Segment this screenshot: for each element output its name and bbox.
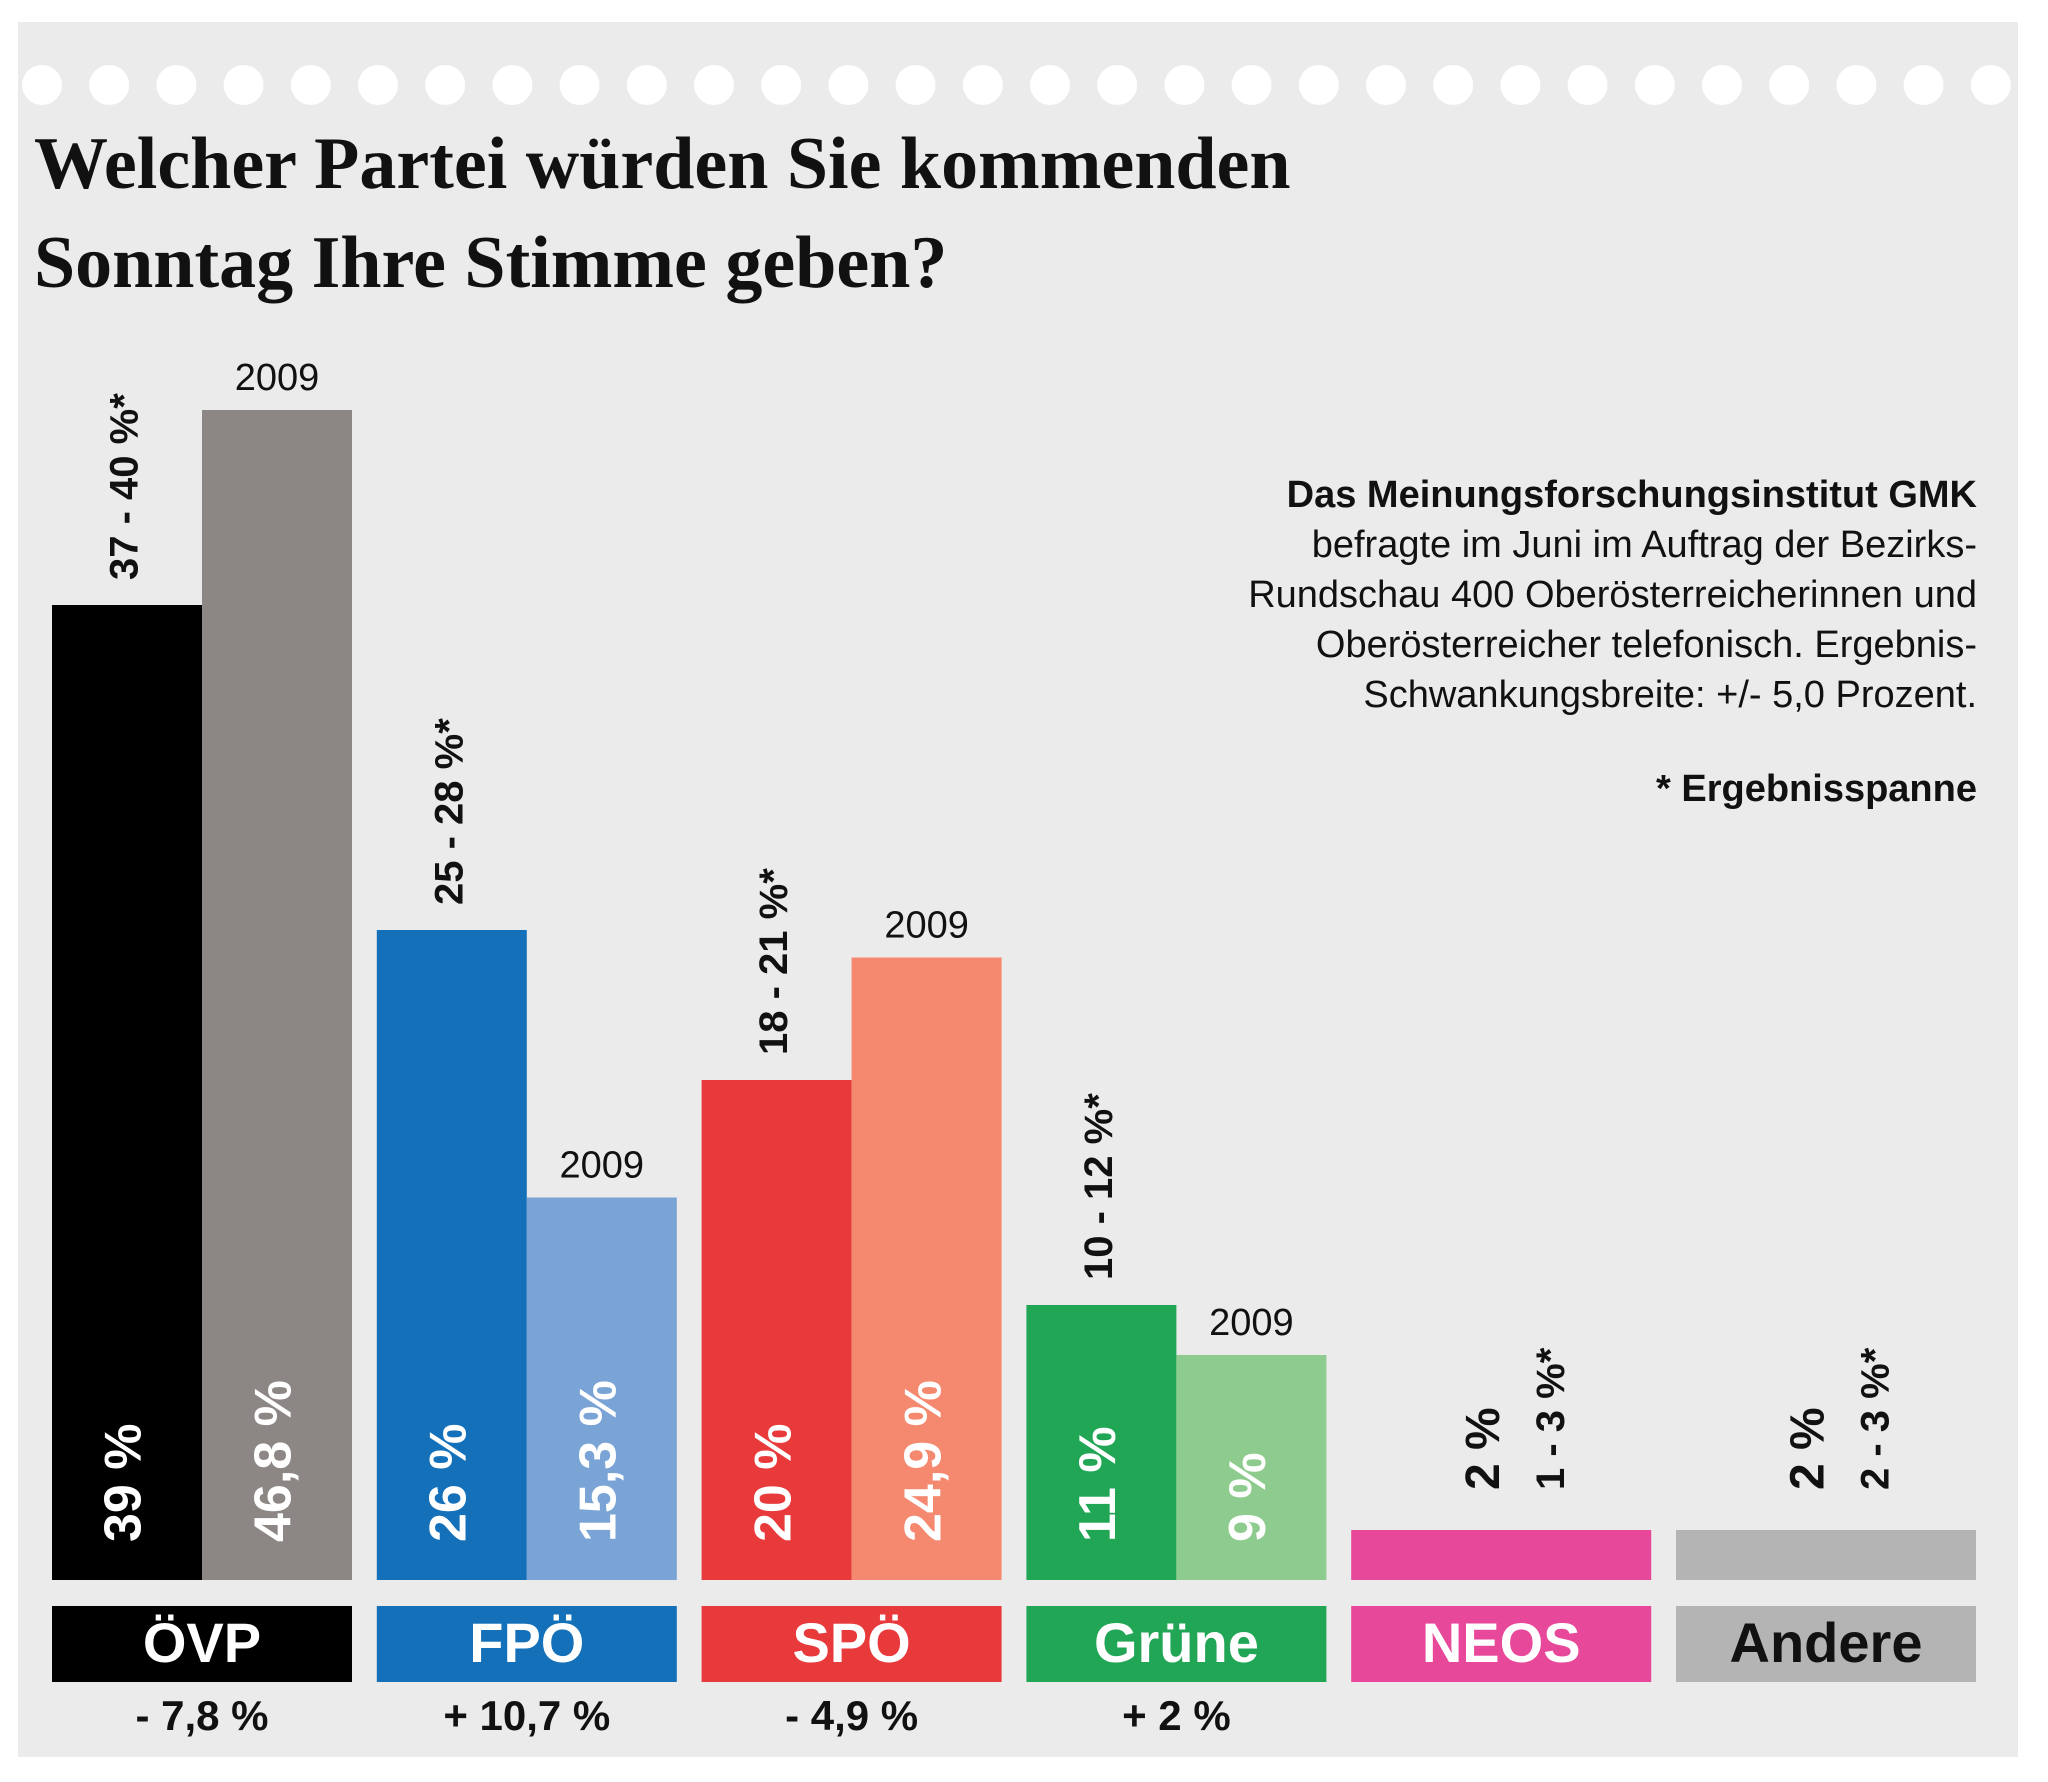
change-label: + 10,7 % (443, 1692, 610, 1739)
category-box (1026, 1606, 1327, 1682)
hole (828, 65, 869, 105)
value-label: 39 % (95, 1423, 153, 1542)
hole (156, 65, 197, 105)
hole (895, 65, 936, 105)
bar (851, 957, 1002, 1580)
category-box (1351, 1606, 1652, 1682)
chart-title: Welcher Partei würden Sie kommenden Sonn… (34, 123, 1291, 304)
hole (1702, 65, 1742, 105)
hole (290, 65, 331, 105)
hole (223, 65, 264, 105)
note-text: befragte im Juni im Auftrag der Bezirks-… (1248, 524, 1977, 716)
hole (1164, 65, 1205, 105)
hole (1567, 65, 1608, 105)
category-label: SPÖ (792, 1611, 910, 1674)
series-label: 2009 (560, 1145, 645, 1187)
range-label: 37 - 40 %* (103, 393, 147, 580)
bar (376, 930, 527, 1580)
category-box (701, 1606, 1002, 1682)
hole (1769, 65, 1810, 105)
hole (694, 65, 734, 105)
hole (962, 65, 1003, 105)
range-label: 10 - 12 %* (1077, 1093, 1121, 1280)
hole (1231, 65, 1272, 105)
value-label: 26 % (420, 1423, 478, 1542)
series-label: 2009 (1209, 1302, 1294, 1344)
bar (526, 1197, 677, 1580)
category-box (1676, 1606, 1976, 1682)
bar (1176, 1355, 1327, 1580)
value-label: 2 % (1457, 1407, 1510, 1490)
bar (52, 605, 202, 1580)
hole (358, 65, 398, 105)
value-label: 46,8 % (245, 1380, 303, 1542)
hole (1030, 65, 1070, 105)
hole (761, 65, 802, 105)
bar (701, 1080, 852, 1580)
bar (1676, 1530, 1976, 1580)
bar (1026, 1305, 1177, 1580)
category-label: FPÖ (469, 1611, 584, 1674)
range-label: 25 - 28 %* (427, 718, 471, 905)
range-label: 18 - 21 %* (752, 868, 796, 1055)
hole (1634, 65, 1675, 105)
category-box (52, 1606, 352, 1682)
footnote: * Ergebnisspanne (1656, 768, 1977, 810)
category-label: ÖVP (143, 1611, 261, 1674)
category-label: Grüne (1094, 1611, 1259, 1674)
note: Das Meinungsforschungsinstitut GMK befra… (1157, 470, 1977, 720)
hole (1500, 65, 1541, 105)
hole (1836, 65, 1877, 105)
category-label: Andere (1730, 1611, 1923, 1674)
value-label: 9 % (1219, 1452, 1277, 1542)
hole (1433, 65, 1474, 105)
change-label: + 2 % (1122, 1692, 1231, 1739)
category-label: NEOS (1422, 1611, 1581, 1674)
hole (1097, 65, 1138, 105)
bar (1351, 1530, 1652, 1580)
hole (22, 65, 62, 105)
category-box (376, 1606, 677, 1682)
range-label: 2 - 3 %* (1854, 1347, 1898, 1490)
hole (1970, 65, 2011, 105)
hole (492, 65, 533, 105)
bar (202, 410, 352, 1580)
note-heading: Das Meinungsforschungsinstitut GMK (1286, 474, 1977, 516)
hole (89, 65, 130, 105)
hole (1366, 65, 1406, 105)
hole (1298, 65, 1339, 105)
range-label: 1 - 3 %* (1529, 1347, 1573, 1490)
perforation (22, 65, 2011, 105)
change-label: - 4,9 % (785, 1692, 918, 1739)
value-label: 15,3 % (570, 1380, 628, 1542)
value-label: 2 % (1782, 1407, 1835, 1490)
series-label: 2009 (235, 357, 320, 399)
change-label: - 7,8 % (135, 1692, 268, 1739)
value-label: 11 % (1069, 1426, 1127, 1542)
hole (425, 65, 466, 105)
value-label: 24,9 % (894, 1380, 952, 1542)
hole (626, 65, 667, 105)
hole (559, 65, 600, 105)
value-label: 20 % (744, 1423, 802, 1542)
series-label: 2009 (884, 905, 969, 947)
hole (1903, 65, 1944, 105)
